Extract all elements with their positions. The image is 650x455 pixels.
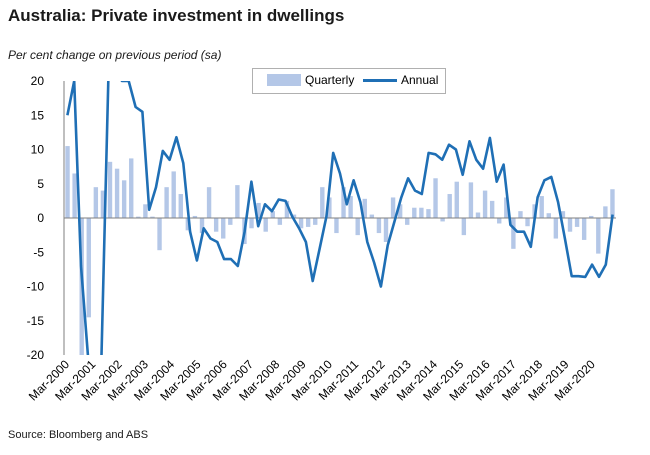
bar-quarterly bbox=[504, 197, 509, 218]
bar-quarterly bbox=[263, 218, 268, 232]
bar-quarterly bbox=[596, 218, 601, 254]
y-tick-label: 5 bbox=[37, 177, 44, 191]
bar-quarterly bbox=[72, 173, 77, 218]
legend-item-quarterly: Quarterly bbox=[267, 73, 354, 87]
bar-quarterly bbox=[405, 218, 410, 225]
bar-quarterly bbox=[610, 189, 615, 218]
bar-quarterly bbox=[468, 182, 474, 218]
bar-quarterly bbox=[412, 207, 417, 218]
bar-quarterly bbox=[397, 204, 403, 218]
chart-subtitle: Per cent change on previous period (sa) bbox=[8, 48, 222, 62]
bar-quarterly bbox=[383, 218, 389, 242]
bar-quarterly bbox=[129, 158, 134, 218]
bar-quarterly bbox=[497, 218, 502, 224]
bar-quarterly bbox=[100, 190, 106, 218]
bar-quarterly bbox=[454, 181, 459, 218]
y-tick-label: -20 bbox=[27, 348, 45, 362]
bar-quarterly bbox=[539, 196, 544, 218]
bar-quarterly bbox=[369, 214, 375, 218]
bar-quarterly bbox=[284, 200, 290, 218]
y-tick-label: 15 bbox=[31, 108, 45, 122]
bar-quarterly bbox=[440, 218, 445, 222]
bar-quarterly bbox=[221, 218, 226, 239]
bar-quarterly bbox=[553, 218, 559, 239]
bar-quarterly bbox=[518, 211, 523, 218]
bar-quarterly bbox=[86, 218, 91, 318]
bar-quarterly bbox=[121, 180, 127, 218]
bar-quarterly bbox=[93, 187, 99, 218]
bar-quarterly bbox=[206, 187, 212, 218]
bar-quarterly bbox=[235, 185, 240, 218]
bar-quarterly bbox=[376, 218, 382, 234]
bar-quarterly bbox=[327, 197, 332, 218]
legend-label-quarterly: Quarterly bbox=[305, 73, 355, 87]
bar-quarterly bbox=[277, 218, 283, 225]
bar-quarterly bbox=[482, 190, 488, 218]
bar-quarterly bbox=[560, 211, 566, 218]
bar-quarterly bbox=[320, 187, 325, 218]
bar-quarterly bbox=[525, 218, 530, 227]
bar-quarterly bbox=[348, 196, 353, 218]
y-tick-label: -15 bbox=[27, 314, 45, 328]
bar-quarterly bbox=[475, 212, 481, 218]
bar-quarterly bbox=[298, 218, 304, 229]
y-tick-label: -5 bbox=[33, 245, 44, 259]
bar-quarterly bbox=[362, 198, 367, 218]
bar-quarterly bbox=[489, 200, 495, 218]
legend-swatch-annual bbox=[363, 78, 397, 82]
bar-quarterly bbox=[270, 211, 275, 218]
bar-quarterly bbox=[574, 218, 580, 227]
bar-quarterly bbox=[213, 218, 219, 232]
bar-quarterly bbox=[136, 216, 141, 218]
bar-quarterly bbox=[150, 216, 155, 218]
bar-quarterly bbox=[305, 218, 311, 227]
legend-label-annual: Annual bbox=[401, 73, 439, 87]
bar-quarterly bbox=[461, 218, 467, 236]
bar-quarterly bbox=[107, 161, 113, 218]
bar-quarterly bbox=[603, 206, 608, 218]
bar-quarterly bbox=[157, 218, 162, 251]
bar-quarterly bbox=[581, 218, 587, 240]
bar-quarterly bbox=[164, 187, 169, 218]
bar-quarterly bbox=[228, 218, 233, 225]
legend-item-annual: Annual bbox=[363, 73, 438, 87]
bar-quarterly bbox=[567, 218, 573, 232]
bar-quarterly bbox=[114, 168, 120, 218]
bar-quarterly bbox=[433, 178, 438, 218]
bar-quarterly bbox=[178, 194, 183, 218]
source-note: Source: Bloomberg and ABS bbox=[8, 429, 149, 441]
bar-quarterly bbox=[199, 218, 205, 234]
y-tick-label: 10 bbox=[31, 143, 45, 157]
bar-quarterly bbox=[249, 218, 254, 229]
bar-quarterly bbox=[313, 218, 318, 225]
bar-quarterly bbox=[390, 197, 396, 218]
bar-quarterly bbox=[143, 204, 148, 218]
bar-quarterly bbox=[341, 187, 346, 218]
bar-quarterly bbox=[419, 207, 424, 218]
chart-legend: Quarterly Annual bbox=[252, 68, 446, 94]
y-tick-label: -10 bbox=[27, 280, 45, 294]
bar-quarterly bbox=[426, 209, 431, 218]
chart-title: Australia: Private investment in dwellin… bbox=[8, 6, 345, 25]
y-tick-label: 0 bbox=[37, 211, 44, 225]
bar-quarterly bbox=[171, 171, 176, 218]
bar-quarterly bbox=[185, 218, 191, 231]
bar-quarterly bbox=[291, 214, 297, 218]
bar-quarterly bbox=[589, 215, 594, 218]
bar-quarterly bbox=[355, 218, 360, 236]
bar-quarterly bbox=[256, 202, 261, 218]
bar-quarterly bbox=[447, 194, 452, 218]
bar-quarterly bbox=[546, 213, 551, 218]
bar-quarterly bbox=[334, 218, 339, 234]
bar-quarterly bbox=[192, 215, 198, 218]
bar-quarterly bbox=[511, 218, 516, 249]
line-series-annual bbox=[66, 81, 614, 355]
legend-swatch-quarterly bbox=[267, 74, 301, 86]
bar-quarterly bbox=[65, 146, 70, 218]
y-tick-label: 20 bbox=[31, 74, 45, 88]
